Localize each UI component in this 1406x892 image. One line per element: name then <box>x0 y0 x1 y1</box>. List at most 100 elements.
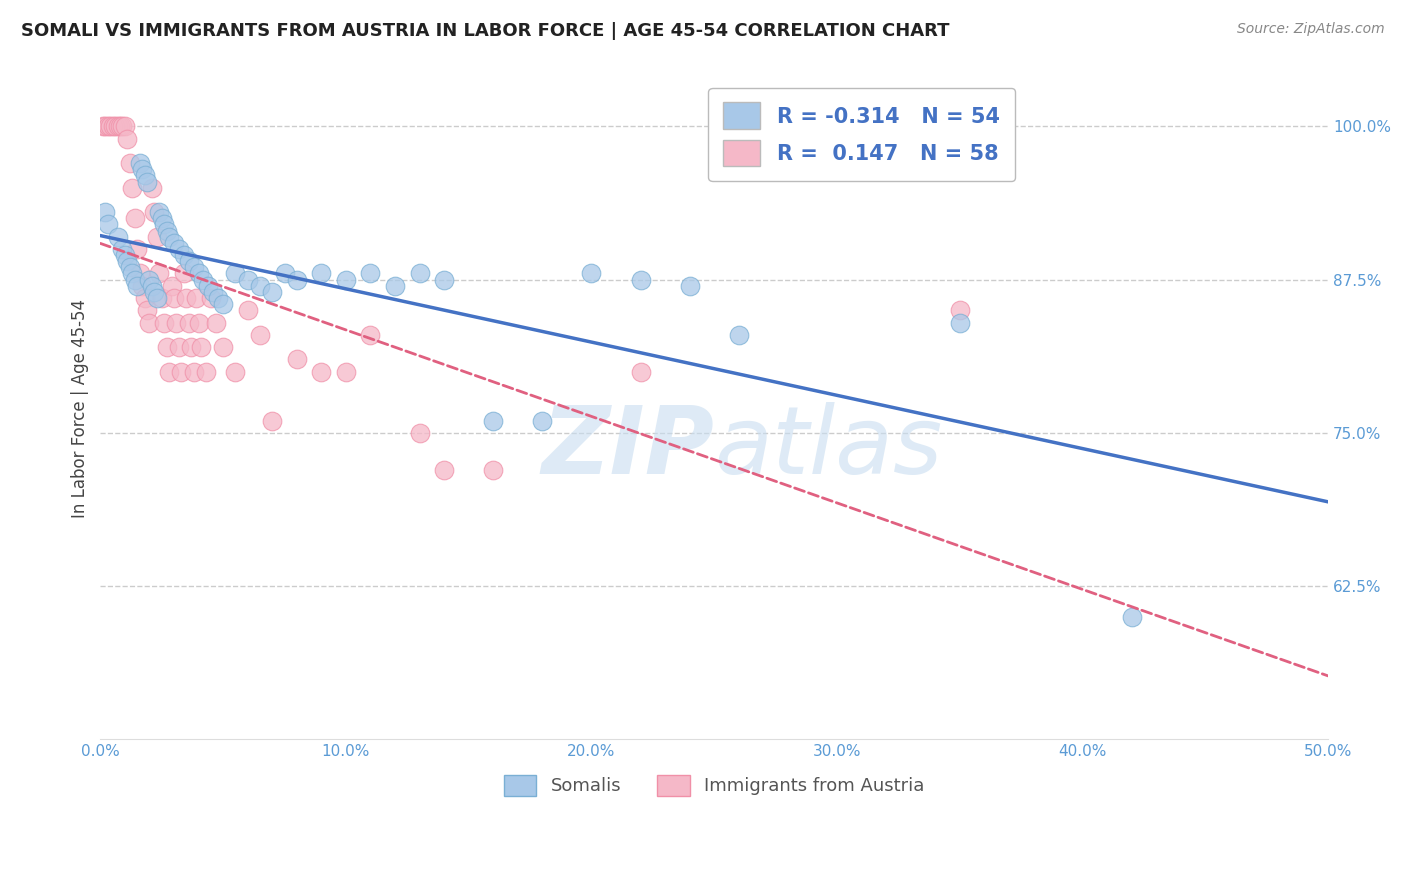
Point <box>170 364 193 378</box>
Point <box>183 364 205 378</box>
Point <box>949 316 972 330</box>
Point <box>134 169 156 183</box>
Point <box>197 278 219 293</box>
Point <box>679 278 702 293</box>
Point <box>94 205 117 219</box>
Point <box>117 132 139 146</box>
Point <box>91 120 114 134</box>
Point <box>433 272 456 286</box>
Point <box>131 278 153 293</box>
Point <box>121 267 143 281</box>
Point <box>163 235 186 250</box>
Point <box>141 180 163 194</box>
Point <box>153 316 176 330</box>
Point <box>108 120 131 134</box>
Point <box>187 316 209 330</box>
Point <box>727 327 749 342</box>
Point <box>146 291 169 305</box>
Point <box>173 267 195 281</box>
Point <box>153 218 176 232</box>
Point <box>193 272 215 286</box>
Point <box>212 297 235 311</box>
Point <box>166 316 188 330</box>
Point <box>207 291 229 305</box>
Point <box>630 272 652 286</box>
Point <box>121 180 143 194</box>
Point <box>128 267 150 281</box>
Point <box>236 272 259 286</box>
Point <box>482 462 505 476</box>
Point <box>212 340 235 354</box>
Point <box>581 267 603 281</box>
Point <box>156 340 179 354</box>
Text: atlas: atlas <box>714 402 942 493</box>
Point <box>482 413 505 427</box>
Point <box>176 291 198 305</box>
Point <box>311 267 333 281</box>
Point <box>157 364 180 378</box>
Point <box>167 242 190 256</box>
Point <box>127 242 149 256</box>
Point <box>200 291 222 305</box>
Point <box>98 120 121 134</box>
Point <box>433 462 456 476</box>
Point <box>180 340 202 354</box>
Point <box>202 285 225 299</box>
Point <box>285 272 308 286</box>
Point <box>311 364 333 378</box>
Point <box>262 413 284 427</box>
Point <box>359 267 381 281</box>
Point <box>117 254 139 268</box>
Text: ZIP: ZIP <box>541 402 714 494</box>
Point <box>204 316 226 330</box>
Point <box>111 120 134 134</box>
Point <box>124 272 146 286</box>
Point <box>160 278 183 293</box>
Point <box>134 291 156 305</box>
Point <box>97 120 120 134</box>
Point <box>127 278 149 293</box>
Point <box>262 285 284 299</box>
Point <box>285 352 308 367</box>
Point <box>224 267 246 281</box>
Point <box>104 120 127 134</box>
Point <box>150 291 173 305</box>
Point <box>949 303 972 318</box>
Point <box>359 327 381 342</box>
Point <box>107 229 129 244</box>
Point <box>249 278 271 293</box>
Point <box>107 120 129 134</box>
Point <box>273 267 295 281</box>
Point <box>136 175 159 189</box>
Point <box>190 340 212 354</box>
Point <box>148 205 170 219</box>
Point <box>163 291 186 305</box>
Point <box>249 327 271 342</box>
Point <box>131 162 153 177</box>
Point <box>114 120 136 134</box>
Point <box>1121 609 1143 624</box>
Y-axis label: In Labor Force | Age 45-54: In Labor Force | Age 45-54 <box>72 299 89 517</box>
Point <box>408 267 430 281</box>
Point <box>111 242 134 256</box>
Legend: Somalis, Immigrants from Austria: Somalis, Immigrants from Austria <box>496 768 932 803</box>
Point <box>183 260 205 275</box>
Point <box>177 316 200 330</box>
Point <box>138 316 160 330</box>
Point <box>335 272 357 286</box>
Point <box>118 156 141 170</box>
Point <box>187 267 209 281</box>
Point <box>114 248 136 262</box>
Point <box>167 340 190 354</box>
Point <box>156 224 179 238</box>
Point <box>384 278 406 293</box>
Point <box>194 364 217 378</box>
Point <box>143 285 166 299</box>
Point <box>177 254 200 268</box>
Point <box>101 120 124 134</box>
Point <box>143 205 166 219</box>
Point <box>94 120 117 134</box>
Point <box>184 291 207 305</box>
Point <box>141 278 163 293</box>
Point <box>138 272 160 286</box>
